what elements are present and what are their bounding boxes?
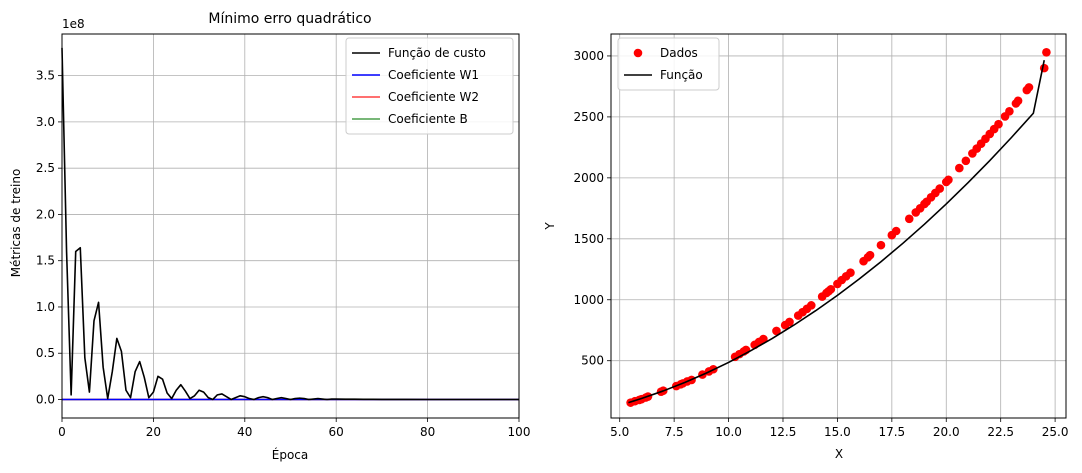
y-tick-label: 3.5: [36, 69, 55, 83]
x-tick-label: 22.5: [987, 425, 1014, 439]
x-tick-label: 12.5: [770, 425, 797, 439]
y-tick-label: 3.0: [36, 115, 55, 129]
legend-label: Coeficiente W1: [388, 68, 479, 82]
x-axis-ticks: 0 20 40 60 80 100: [58, 418, 530, 439]
legend-label: Coeficiente B: [388, 112, 468, 126]
data-point: [961, 156, 971, 166]
chart-title: Mínimo erro quadrático: [208, 11, 371, 27]
legend-label: Coeficiente W2: [388, 90, 479, 104]
y-tick-label: 2.5: [36, 161, 55, 175]
data-point: [1042, 47, 1051, 57]
x-tick-label: 40: [237, 425, 252, 439]
y-axis-offset-label: 1e8: [62, 17, 85, 31]
data-point: [944, 175, 953, 185]
x-tick-label: 100: [508, 425, 531, 439]
x-tick-label: 80: [420, 425, 435, 439]
y-tick-label: 2000: [573, 171, 604, 185]
y-tick-label: 1.5: [36, 254, 55, 268]
x-tick-label: 20.0: [933, 425, 960, 439]
x-tick-label: 17.5: [878, 425, 905, 439]
legend-box: [617, 37, 720, 91]
legend-box: [345, 37, 514, 135]
plot-frame: [610, 33, 1067, 419]
data-point: [955, 163, 964, 173]
y-tick-label: 2500: [573, 110, 604, 124]
y-tick-label: 1000: [573, 293, 604, 307]
x-tick-label: 10.0: [715, 425, 742, 439]
series-line-funcao: [628, 60, 1046, 404]
data-point: [785, 317, 794, 327]
cost-function-chart: Mínimo erro quadrático 1e8 0 20 40 60 80 100 …: [9, 11, 530, 462]
legend-label: Dados: [660, 46, 698, 60]
legend: Função de custo Coeficiente W1 Coeficiente…: [345, 37, 514, 135]
data-point: [904, 214, 914, 224]
legend-label: Função: [660, 68, 703, 82]
legend: Dados Função: [617, 37, 720, 91]
data-point: [1005, 106, 1014, 116]
series-marks: [626, 47, 1051, 407]
y-tick-label: 1500: [573, 232, 604, 246]
y-axis-ticks: 500 1000 1500 2000 2500 3000: [573, 49, 611, 368]
y-tick-label: 500: [581, 354, 604, 368]
data-point: [865, 250, 875, 260]
grid-lines: [611, 34, 1066, 418]
y-tick-label: 3000: [573, 49, 604, 63]
series-line-funcao-de-custo: [61, 47, 519, 401]
x-axis-ticks: 5.0 7.5 10.0 12.5 15.0 17.5 20.0 22.5 25.0: [610, 418, 1068, 439]
x-tick-label: 60: [329, 425, 344, 439]
y-tick-label: 0.0: [36, 392, 55, 406]
plot-frame: [61, 33, 520, 419]
y-tick-label: 1.0: [36, 300, 55, 314]
data-point: [772, 326, 781, 336]
regression-chart: 5.0 7.5 10.0 12.5 15.0 17.5 20.0 22.5 25.0 500 10…: [543, 33, 1068, 461]
legend-marker: [633, 48, 643, 58]
y-tick-label: 2.0: [36, 207, 55, 221]
y-tick-label: 0.5: [36, 346, 55, 360]
data-point: [806, 301, 816, 310]
legend-label: Função de custo: [388, 46, 486, 60]
data-point: [846, 268, 855, 277]
x-tick-label: 20: [146, 425, 161, 439]
x-axis-label: Época: [272, 447, 309, 462]
data-point: [1013, 96, 1023, 106]
y-axis-label: Métricas de treino: [9, 169, 23, 278]
series-lines: [61, 47, 519, 401]
data-point: [935, 184, 945, 193]
x-tick-label: 7.5: [665, 425, 684, 439]
x-axis-label: X: [835, 447, 843, 461]
x-tick-label: 5.0: [610, 425, 629, 439]
data-point: [891, 226, 901, 236]
x-tick-label: 0: [58, 425, 66, 439]
x-tick-label: 15.0: [824, 425, 851, 439]
data-point: [759, 334, 768, 344]
data-point: [826, 284, 836, 294]
x-tick-label: 25.0: [1042, 425, 1069, 439]
data-point: [994, 119, 1003, 129]
y-axis-ticks: 0.0 0.5 1.0 1.5 2.0 2.5 3.0 3.5: [36, 69, 62, 406]
data-point: [1024, 83, 1034, 92]
y-axis-label: Y: [543, 222, 557, 231]
data-point: [876, 240, 886, 250]
